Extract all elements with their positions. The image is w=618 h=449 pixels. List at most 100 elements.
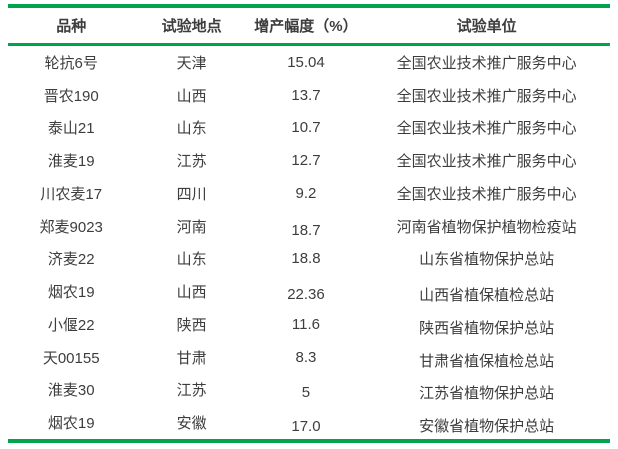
trial-results-table: 品种 试验地点 增产幅度（%） 试验单位 轮抗6号 天津 15.04 全国农业技… (8, 4, 610, 443)
cell-unit: 河南省植物保护植物检疫站 (363, 210, 610, 243)
cell-variety: 济麦22 (8, 243, 134, 276)
location-text: 山东 (176, 251, 207, 269)
cell-location: 甘肃 (134, 341, 248, 374)
cell-variety: 小偃22 (8, 308, 134, 341)
cell-location: 天津 (134, 45, 248, 79)
location-text: 甘肃 (176, 349, 207, 367)
unit-text: 陕西省植物保护总站 (419, 319, 555, 337)
unit-text: 江苏省植物保护总站 (419, 385, 555, 403)
location-text: 四川 (176, 185, 207, 203)
wheat-trial-results-page: 品种 试验地点 增产幅度（%） 试验单位 轮抗6号 天津 15.04 全国农业技… (0, 4, 618, 449)
cell-variety: 晋农190 (8, 79, 134, 112)
location-text: 安徽 (176, 415, 207, 433)
cell-location: 江苏 (134, 374, 248, 407)
cell-location: 山西 (134, 79, 248, 112)
cell-variety: 烟农19 (8, 275, 134, 308)
variety-text: 淮麦19 (47, 153, 95, 171)
increase-text: 15.04 (287, 53, 325, 71)
cell-unit: 全国农业技术推广服务中心 (363, 45, 610, 79)
variety-text: 烟农19 (47, 284, 95, 302)
cell-variety: 淮麦19 (8, 144, 134, 177)
table-row: 淮麦30 江苏 5 江苏省植物保护总站 (8, 374, 610, 407)
location-text: 山西 (176, 87, 207, 105)
cell-variety: 轮抗6号 (8, 45, 134, 79)
table-row: 郑麦9023 河南 18.7 河南省植物保护植物检疫站 (8, 210, 610, 243)
variety-text: 烟农19 (47, 415, 95, 433)
unit-text: 山西省植保植检总站 (419, 287, 555, 305)
cell-unit: 山西省植保植检总站 (363, 275, 610, 308)
table-row: 烟农19 安徽 17.0 安徽省植物保护总站 (8, 406, 610, 441)
cell-variety: 川农麦17 (8, 177, 134, 210)
cell-location: 安徽 (134, 406, 248, 441)
unit-text: 全国农业技术推广服务中心 (396, 54, 577, 72)
cell-increase: 18.7 (249, 210, 363, 243)
increase-text: 17.0 (291, 418, 321, 436)
cell-increase: 9.2 (249, 177, 363, 210)
cell-location: 陕西 (134, 308, 248, 341)
cell-increase: 8.3 (249, 341, 363, 374)
location-text: 河南 (176, 218, 207, 236)
variety-text: 天00155 (42, 349, 100, 367)
increase-text: 8.3 (295, 348, 317, 366)
unit-text: 全国农业技术推广服务中心 (396, 120, 577, 138)
cell-location: 四川 (134, 177, 248, 210)
location-text: 江苏 (176, 153, 207, 171)
cell-variety: 淮麦30 (8, 374, 134, 407)
table-row: 天00155 甘肃 8.3 甘肃省植保植检总站 (8, 341, 610, 374)
cell-unit: 全国农业技术推广服务中心 (363, 177, 610, 210)
cell-unit: 山东省植物保护总站 (363, 243, 610, 276)
table-row: 川农麦17 四川 9.2 全国农业技术推广服务中心 (8, 177, 610, 210)
col-header-unit: 试验单位 (456, 18, 517, 35)
variety-text: 济麦22 (47, 251, 95, 269)
cell-variety: 泰山21 (8, 112, 134, 145)
cell-increase: 18.8 (249, 243, 363, 276)
table-row: 淮麦19 江苏 12.7 全国农业技术推广服务中心 (8, 144, 610, 177)
col-header-location: 试验地点 (161, 18, 222, 35)
variety-text: 郑麦9023 (39, 218, 103, 236)
variety-text: 川农麦17 (40, 185, 103, 203)
cell-increase: 12.7 (249, 144, 363, 177)
cell-variety: 郑麦9023 (8, 210, 134, 243)
table-row: 泰山21 山东 10.7 全国农业技术推广服务中心 (8, 112, 610, 145)
cell-increase: 11.6 (249, 308, 363, 341)
col-header-variety: 品种 (56, 18, 87, 35)
increase-text: 12.7 (291, 152, 321, 170)
cell-unit: 全国农业技术推广服务中心 (363, 79, 610, 112)
increase-text: 13.7 (291, 86, 321, 104)
unit-text: 全国农业技术推广服务中心 (396, 185, 577, 203)
col-header-increase: 增产幅度（%） (254, 18, 358, 35)
location-text: 天津 (176, 54, 207, 72)
cell-variety: 天00155 (8, 341, 134, 374)
table-row: 济麦22 山东 18.8 山东省植物保护总站 (8, 243, 610, 276)
increase-text: 18.8 (291, 250, 321, 268)
location-text: 山东 (176, 120, 207, 138)
increase-text: 10.7 (291, 119, 321, 137)
increase-text: 5 (301, 384, 311, 402)
cell-unit: 全国农业技术推广服务中心 (363, 112, 610, 145)
header-row: 品种 试验地点 增产幅度（%） 试验单位 (8, 6, 610, 45)
table-row: 轮抗6号 天津 15.04 全国农业技术推广服务中心 (8, 45, 610, 79)
increase-text: 18.7 (291, 221, 321, 239)
variety-text: 淮麦30 (47, 382, 95, 400)
cell-location: 山东 (134, 243, 248, 276)
variety-text: 小偃22 (47, 316, 95, 334)
increase-text: 9.2 (295, 184, 317, 202)
unit-text: 山东省植物保护总站 (419, 251, 555, 269)
variety-text: 泰山21 (47, 120, 95, 138)
cell-location: 江苏 (134, 144, 248, 177)
cell-increase: 15.04 (249, 45, 363, 79)
variety-text: 晋农190 (43, 87, 99, 105)
table-row: 晋农190 山西 13.7 全国农业技术推广服务中心 (8, 79, 610, 112)
increase-text: 11.6 (291, 315, 321, 333)
unit-text: 安徽省植物保护总站 (419, 418, 555, 436)
cell-increase: 5 (249, 374, 363, 407)
cell-location: 山东 (134, 112, 248, 145)
location-text: 陕西 (176, 316, 207, 334)
unit-text: 河南省植物保护植物检疫站 (396, 218, 577, 236)
cell-increase: 13.7 (249, 79, 363, 112)
cell-variety: 烟农19 (8, 406, 134, 441)
increase-text: 22.36 (287, 286, 325, 304)
cell-increase: 17.0 (249, 406, 363, 441)
cell-unit: 江苏省植物保护总站 (363, 374, 610, 407)
location-text: 山西 (176, 284, 207, 302)
